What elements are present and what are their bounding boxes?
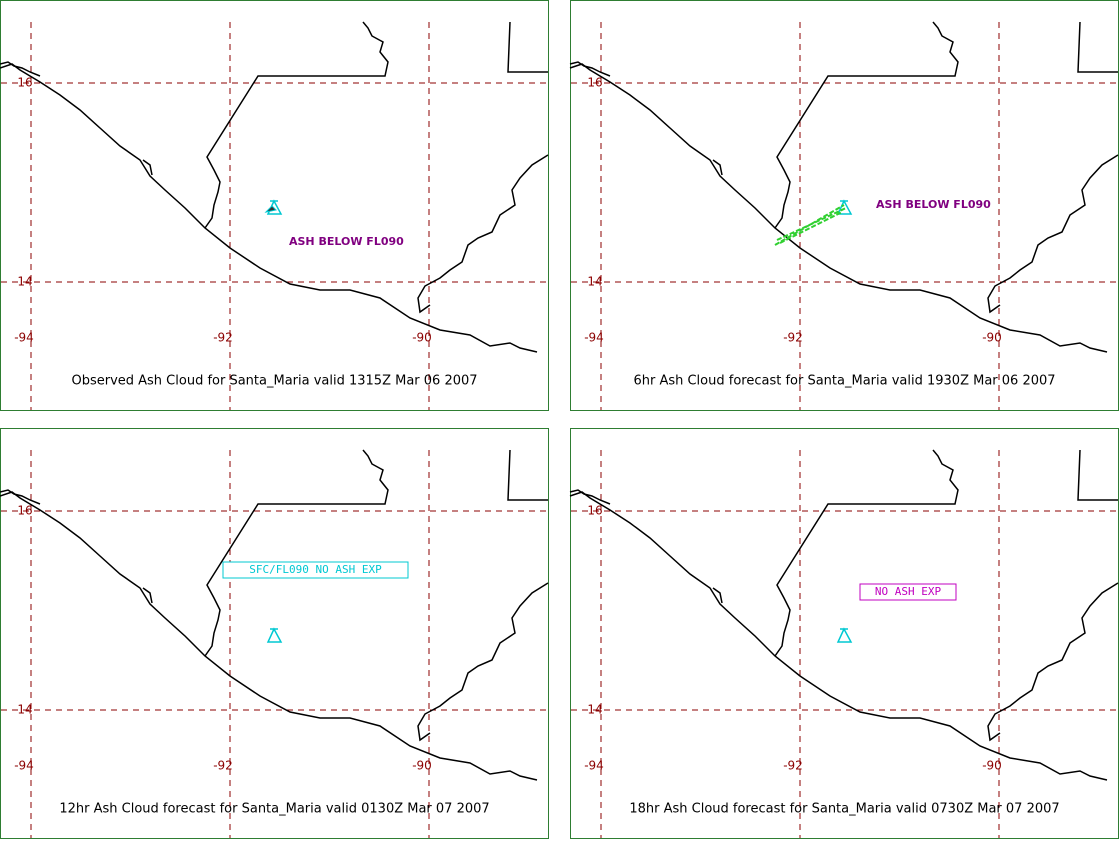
latitude-label: 14	[17, 703, 32, 717]
latitude-label: 14	[587, 275, 602, 289]
volcano-symbol	[836, 199, 853, 215]
map-panel: 16 14 -94 -92 -90 ASH BELOW FL090 6hr Ash Clou…	[569, 0, 1119, 411]
latitude-label: 16	[587, 76, 602, 90]
annotation-box	[222, 561, 409, 579]
coastline	[0, 489, 41, 505]
annotation: ASH BELOW FL090	[289, 235, 404, 248]
latitude-label: 16	[587, 504, 602, 518]
longitude-label: -90	[982, 759, 1002, 773]
latitude-label: 16	[17, 504, 32, 518]
longitude-label: -90	[982, 331, 1002, 345]
longitude-label: -94	[14, 331, 34, 345]
latitude-label: 14	[587, 703, 602, 717]
map-panel: 16 14 -94 -92 -90 SFC/FL090 NO ASH EXP 12hr As…	[0, 428, 549, 839]
longitude-label: -90	[412, 759, 432, 773]
annotation: SFC/FL090 NO ASH EXP	[249, 563, 382, 576]
map-panel: 16 14 -94 -92 -90 NO ASH EXP 18hr Ash Cloud fo…	[569, 428, 1119, 839]
coastline	[987, 154, 1119, 314]
coastline	[142, 587, 153, 604]
coastline	[142, 159, 153, 176]
latitude-label: 16	[17, 76, 32, 90]
longitude-label: -92	[783, 759, 803, 773]
panel-frame	[0, 428, 549, 839]
ash-cloud	[264, 205, 278, 213]
panel-caption: 18hr Ash Cloud forecast for Santa_Maria …	[629, 802, 1059, 817]
coastline	[417, 582, 549, 742]
map-panel: 16 14 -94 -92 -90 ASH BELOW FL090 Observed Ash…	[0, 0, 549, 411]
annotation-box	[859, 583, 957, 601]
panel-caption: Observed Ash Cloud for Santa_Maria valid…	[71, 374, 477, 389]
longitude-label: -92	[213, 331, 233, 345]
coastline	[774, 21, 959, 229]
longitude-label: -94	[14, 759, 34, 773]
panel-caption: 6hr Ash Cloud forecast for Santa_Maria v…	[633, 374, 1055, 389]
longitude-label: -90	[412, 331, 432, 345]
ash-cloud	[774, 204, 847, 246]
coastline	[204, 449, 389, 657]
volcano-symbol	[266, 627, 283, 643]
coastline	[1077, 21, 1118, 73]
coastline	[1077, 449, 1118, 501]
coastline	[712, 587, 723, 604]
coastline	[0, 61, 41, 77]
annotation: ASH BELOW FL090	[876, 198, 991, 211]
latitude-label: 14	[17, 275, 32, 289]
volcano-symbol	[836, 627, 853, 643]
coastline	[712, 159, 723, 176]
annotation: NO ASH EXP	[875, 585, 942, 598]
longitude-label: -92	[783, 331, 803, 345]
coastline	[569, 61, 611, 77]
panel-frame	[0, 0, 549, 411]
coastline	[569, 489, 611, 505]
panel-frame	[570, 0, 1119, 411]
coastline	[774, 449, 959, 657]
longitude-label: -92	[213, 759, 233, 773]
longitude-label: -94	[584, 759, 604, 773]
coastline	[507, 21, 548, 73]
panel-caption: 12hr Ash Cloud forecast for Santa_Maria …	[59, 802, 489, 817]
coastline	[204, 21, 389, 229]
panel-frame	[570, 428, 1119, 839]
longitude-label: -94	[584, 331, 604, 345]
coastline	[507, 449, 548, 501]
coastline	[987, 582, 1119, 742]
coastline	[417, 154, 549, 314]
